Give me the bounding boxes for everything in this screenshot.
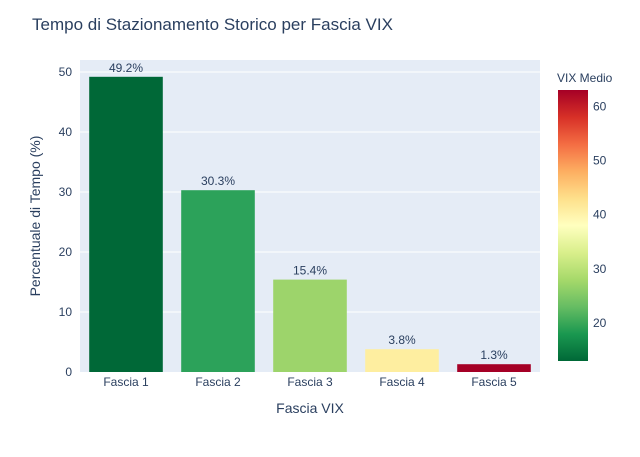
x-tick-label: Fascia 4 (379, 375, 425, 389)
y-tick-label: 10 (59, 305, 73, 319)
bar (457, 364, 531, 372)
bar-value-label: 3.8% (388, 333, 416, 347)
colorbar-tick-label: 30 (593, 262, 607, 276)
bar-value-label: 49.2% (109, 61, 143, 75)
chart-title: Tempo di Stazionamento Storico per Fasci… (32, 15, 393, 34)
x-tick-label: Fascia 2 (195, 375, 241, 389)
colorbar-ticks: 20 30 40 50 60 (593, 99, 607, 330)
colorbar-tick-label: 60 (593, 99, 607, 113)
colorbar: VIX Medio 20 30 40 50 60 (557, 71, 613, 361)
colorbar-title: VIX Medio (557, 71, 613, 85)
y-tick-label: 0 (65, 365, 72, 379)
colorbar-tick-label: 20 (593, 316, 607, 330)
bar-value-labels: 49.2% 30.3% 15.4% 3.8% 1.3% (109, 61, 508, 362)
bars (89, 76, 531, 373)
y-tick-label: 30 (59, 185, 73, 199)
bar-value-label: 15.4% (293, 264, 327, 278)
bar (365, 349, 439, 372)
bar (181, 190, 255, 372)
x-tick-label: Fascia 5 (471, 375, 517, 389)
bar (273, 279, 347, 372)
bar-value-label: 30.3% (201, 174, 235, 188)
y-axis-ticks: 0 10 20 30 40 50 (59, 65, 73, 379)
x-tick-label: Fascia 3 (287, 375, 333, 389)
colorbar-tick-label: 50 (593, 153, 607, 167)
y-tick-label: 50 (59, 65, 73, 79)
y-tick-label: 20 (59, 245, 73, 259)
y-tick-label: 40 (59, 125, 73, 139)
colorbar-tick-label: 40 (593, 208, 607, 222)
x-tick-label: Fascia 1 (103, 375, 149, 389)
bar-value-label: 1.3% (480, 348, 508, 362)
bar (89, 76, 163, 373)
x-axis-title: Fascia VIX (276, 400, 344, 416)
y-axis-title: Percentuale di Tempo (%) (27, 136, 43, 297)
colorbar-gradient (558, 90, 588, 361)
x-axis-ticks: Fascia 1 Fascia 2 Fascia 3 Fascia 4 Fascia 5 (103, 375, 517, 389)
